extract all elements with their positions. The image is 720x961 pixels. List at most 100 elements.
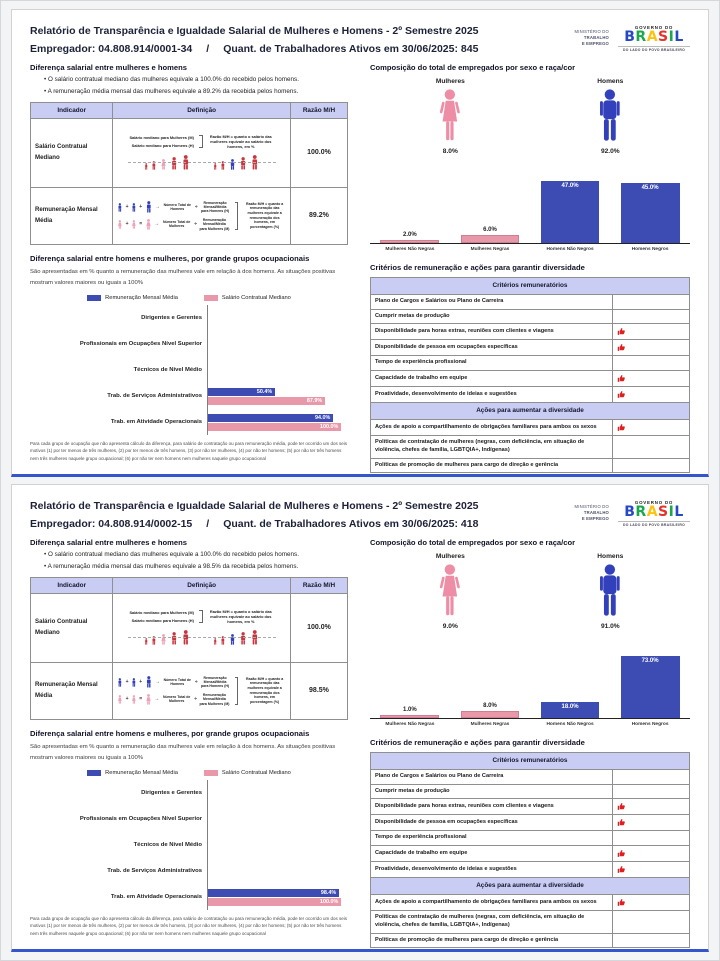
legend-item: Remuneração Mensal Média — [87, 770, 178, 777]
chart-legend: Remuneração Mensal Média Salário Contrat… — [30, 770, 348, 777]
criteria-section-header: Critérios remuneratórios — [370, 276, 690, 296]
female-percentage: 9.0% — [442, 622, 458, 630]
occupational-category-label: Técnicos de Nível Médio — [133, 841, 202, 848]
thumbs-up-icon — [618, 899, 626, 907]
composition-bar-value: 2.0% — [403, 231, 417, 238]
occupational-category-label: Profissionais em Ocupações Nível Superio… — [79, 815, 202, 822]
thumbs-up-icon — [618, 390, 626, 398]
composition-bar-value: 18.0% — [561, 704, 579, 711]
logo-letter: B — [624, 29, 636, 45]
arrow-operator: → — [154, 679, 160, 686]
brace-decoration — [235, 201, 239, 230]
thumbs-up-icon — [618, 819, 626, 827]
criteria-label: Disponibilidade de pessoa em ocupações e… — [369, 339, 614, 357]
salary-bullet: O salário contratual mediano das mulhere… — [44, 551, 348, 560]
person-pictogram-icon — [161, 159, 166, 171]
person-pictogram-icon — [221, 161, 225, 171]
male-percentage: 92.0% — [600, 147, 620, 155]
composition-bar-value: 6.0% — [483, 226, 497, 233]
occupational-bar-track — [207, 832, 348, 859]
plus-operator: + — [139, 679, 143, 686]
ratio-value: 98.5% — [289, 661, 349, 720]
composition-category-label: Mulheres Não Negras — [385, 721, 435, 727]
composition-bar-group: 45.0% — [614, 183, 686, 243]
criteria-row: Políticas de contratação de mulheres (ne… — [369, 910, 690, 934]
male-label: Homens — [597, 552, 624, 560]
definition-line-women: Salário mediano para Mulheres (M) — [129, 610, 194, 616]
person-pictogram-icon — [213, 638, 216, 646]
thumbs-up-icon — [618, 328, 626, 336]
logo-letter: R — [635, 29, 647, 45]
legend-swatch-blue — [87, 295, 102, 302]
men-pay-label: Remuneração Mensal/Média para Homens (H) — [201, 200, 230, 214]
criteria-label: Capacidade de trabalho em equipe — [369, 369, 614, 387]
indicator-name: Remuneração Mensal Média — [29, 661, 114, 720]
criteria-label: Políticas de contratação de mulheres (ne… — [369, 910, 614, 934]
plus-operator: + — [125, 679, 129, 686]
column-header-razao: Razão M/H — [289, 101, 349, 119]
criteria-label: Tempo de experiência profissional — [369, 355, 614, 371]
plus-operator: + — [139, 204, 143, 211]
occupational-chart-row: Profissionais em Ocupações Nível Superio… — [30, 331, 348, 358]
person-pictogram-icon — [146, 676, 151, 688]
composition-bar-group: 6.0% — [454, 227, 526, 243]
criteria-row: Políticas de promoção de mulheres para c… — [369, 932, 690, 949]
ministry-line: E EMPREGO — [581, 516, 609, 522]
criteria-title: Critérios de remuneração e ações para ga… — [370, 262, 585, 272]
composition-bar-value: 73.0% — [641, 657, 659, 664]
composition-chart-categories: Mulheres Não Negras Mulheres Negras Homens… — [370, 719, 690, 728]
person-pictogram-icon — [132, 694, 136, 704]
male-label: Homens — [597, 77, 624, 85]
criteria-flag-cell — [612, 769, 690, 785]
occupational-chart-row: Trab. de Serviços Administrativos — [30, 858, 348, 885]
men-formula-line: + + → Número Total de Homens ÷ Remuneraç… — [117, 201, 230, 214]
active-workers-count: Quant. de Trabalhadores Ativos em 30/06/… — [223, 517, 479, 530]
plus-operator: + — [125, 204, 129, 211]
occupational-bar-value: 50.4% — [256, 388, 273, 395]
criteria-row: Disponibilidade para horas extras, reuni… — [369, 323, 690, 341]
person-pictogram-icon — [213, 163, 216, 171]
report-columns: Diferença salarial entre mulheres e home… — [29, 537, 690, 949]
legend-swatch-pink — [203, 295, 218, 302]
female-percentage: 8.0% — [442, 147, 458, 155]
occupational-bar: 98.4% — [208, 888, 340, 897]
composition-bar-value: 45.0% — [641, 185, 659, 192]
composition-title: Composição do total de empregados por se… — [370, 537, 576, 547]
composition-category-label: Homens Negros — [631, 246, 669, 252]
logo-letter: R — [635, 504, 647, 520]
legend-label: Salário Contratual Mediano — [221, 770, 291, 777]
governo-brasil-logo: GOVERNO DO BRASIL DO LADO DO POVO BRASIL… — [618, 500, 690, 527]
criteria-row: Políticas de contratação de mulheres (ne… — [369, 435, 690, 459]
criteria-label: Disponibilidade para horas extras, reuni… — [369, 798, 614, 816]
criteria-flag-cell — [612, 369, 690, 387]
women-formula-line: + = → Número Total de Mulheres ÷ Remuner… — [117, 693, 230, 706]
criteria-section-header: Ações para aumentar a diversidade — [370, 401, 690, 421]
gov-logo-tagline: DO LADO DO POVO BRASILEIRO — [618, 45, 690, 52]
report-columns: Diferença salarial entre mulheres e home… — [29, 62, 690, 474]
logos-block: MINISTÉRIO DO TRABALHO E EMPREGO GOVERNO… — [575, 22, 690, 52]
thumbs-up-icon — [618, 865, 626, 873]
criteria-row: Disponibilidade de pessoa em ocupações e… — [369, 814, 690, 832]
legend-label: Remuneração Mensal Média — [105, 770, 178, 777]
logo-letter: L — [674, 29, 684, 45]
criteria-flag-cell — [612, 932, 690, 949]
occupational-category-label: Profissionais em Ocupações Nível Superio… — [79, 340, 202, 347]
composition-category-label: Homens Não Negros — [546, 721, 594, 727]
female-figure-block: Mulheres 8.0% — [436, 78, 465, 155]
women-pay-label: Remuneração Mensal/Média para Mulheres (… — [199, 217, 230, 231]
occupational-title: Diferença salarial entre homens e mulher… — [30, 728, 310, 738]
indicator-row-salario-mediano: Salário Contratual Mediano Salário media… — [29, 117, 349, 188]
criteria-row: Disponibilidade de pessoa em ocupações e… — [369, 339, 690, 357]
definition-formula-block: + + → Número Total de Homens ÷ Remuneraç… — [117, 201, 286, 231]
salary-bullet: O salário contratual mediano das mulhere… — [44, 76, 348, 85]
composition-bar: 47.0% — [540, 180, 600, 243]
left-column: Diferença salarial entre mulheres e home… — [29, 63, 349, 473]
composition-chart-categories: Mulheres Não Negras Mulheres Negras Homens… — [370, 244, 690, 253]
criteria-title: Critérios de remuneração e ações para ga… — [370, 737, 585, 747]
criteria-label: Disponibilidade de pessoa em ocupações e… — [369, 814, 614, 832]
person-pictogram-icon — [146, 218, 151, 230]
composition-title: Composição do total de empregados por se… — [370, 62, 576, 72]
person-pictogram-icon — [152, 636, 156, 646]
criteria-label: Cumprir metas de produção — [369, 308, 614, 325]
